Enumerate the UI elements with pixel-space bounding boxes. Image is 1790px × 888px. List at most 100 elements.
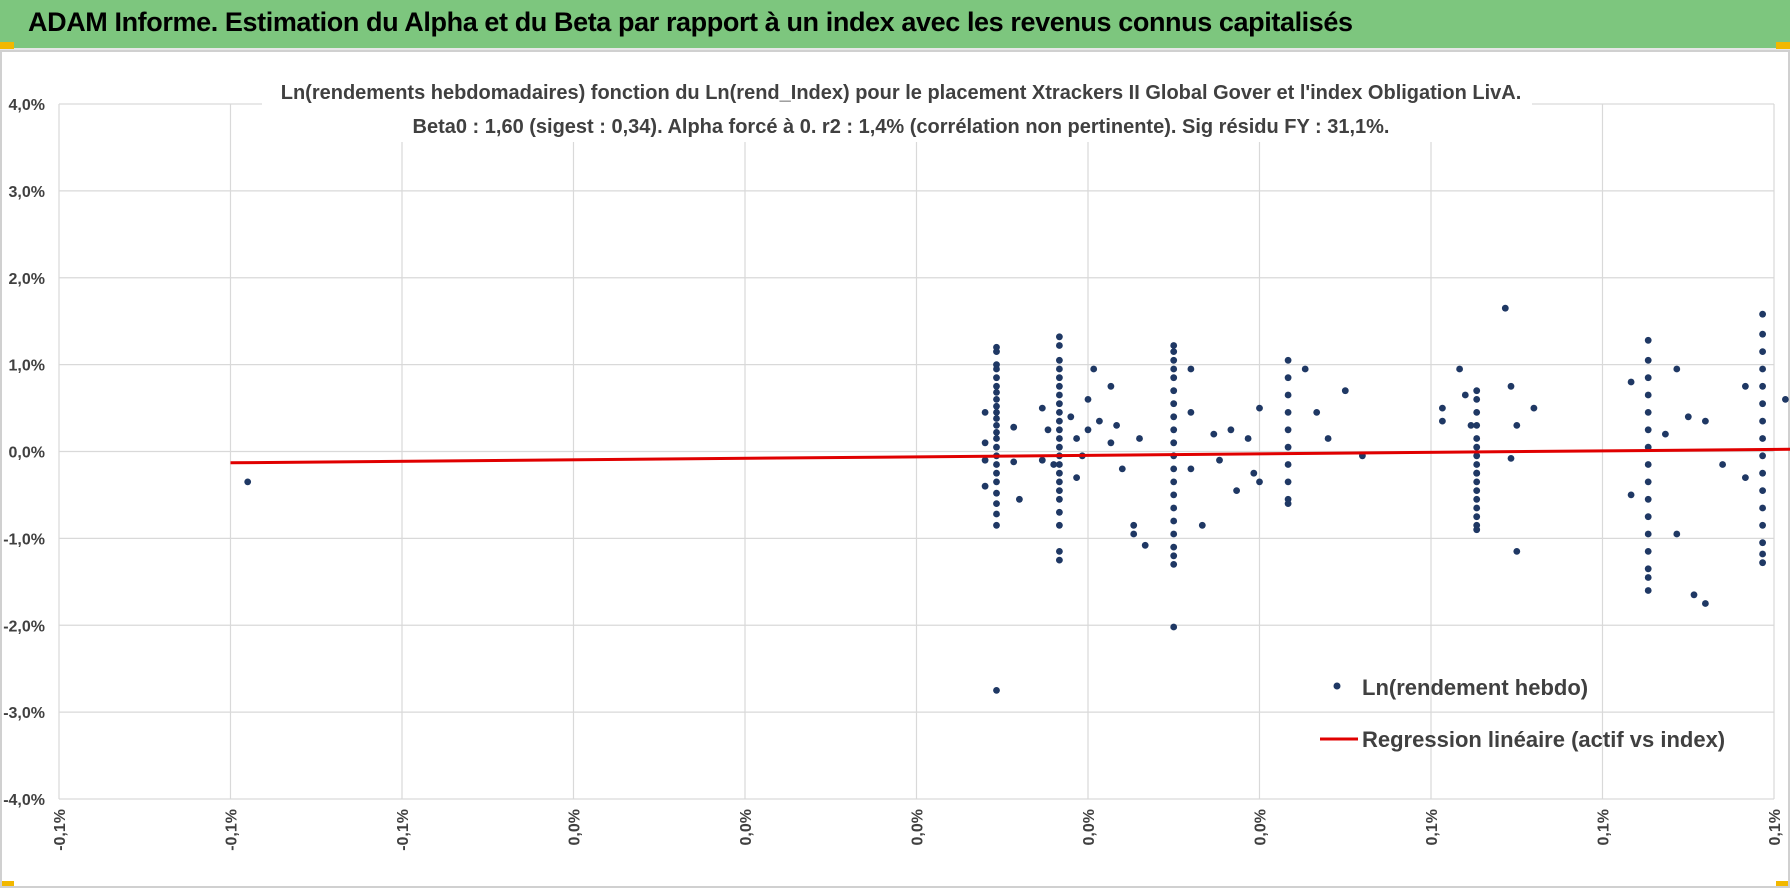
data-point	[1759, 559, 1766, 567]
data-point	[1284, 409, 1292, 416]
y-tick-label: 1,0%	[9, 358, 45, 375]
data-point	[1084, 426, 1092, 434]
data-point	[1170, 413, 1178, 421]
data-point	[1056, 417, 1063, 425]
data-point	[1056, 443, 1063, 451]
data-point	[1067, 413, 1075, 421]
data-point	[1170, 387, 1178, 395]
data-point	[1507, 455, 1515, 462]
corner-mark-top-right	[1776, 42, 1790, 49]
data-point	[1284, 500, 1292, 507]
data-point	[1056, 508, 1063, 516]
data-point	[993, 469, 1000, 477]
y-tick-label: -1,0%	[3, 531, 45, 548]
data-point	[1782, 396, 1789, 403]
data-point	[1216, 456, 1223, 464]
data-point	[1644, 574, 1652, 581]
regression-line-group	[230, 447, 1790, 465]
data-point	[1170, 491, 1178, 499]
data-point	[1056, 356, 1063, 364]
data-point	[1473, 487, 1481, 494]
data-point	[1473, 461, 1481, 468]
data-point	[1284, 426, 1292, 434]
data-point	[1233, 487, 1240, 494]
data-point	[1044, 426, 1052, 434]
data-point	[1056, 435, 1063, 442]
data-point	[1198, 521, 1206, 529]
data-point	[1107, 382, 1115, 390]
data-point	[1170, 543, 1178, 551]
data-point	[1056, 487, 1063, 494]
data-point	[1473, 443, 1481, 451]
data-point	[1644, 548, 1652, 555]
corner-mark-bottom-left	[0, 881, 14, 888]
data-point	[993, 435, 1000, 442]
data-point	[1056, 426, 1063, 434]
data-point	[1118, 465, 1126, 473]
data-point	[1473, 387, 1481, 395]
data-point	[1056, 391, 1063, 399]
x-tick-label: 0,0%	[910, 809, 927, 845]
data-point	[1227, 426, 1235, 434]
title-background	[262, 70, 1532, 142]
x-tick-label: 0,1%	[1596, 809, 1613, 845]
data-point	[1038, 456, 1046, 464]
data-point	[993, 409, 1000, 416]
data-point	[993, 687, 1000, 694]
data-point	[1056, 409, 1063, 416]
data-point	[1456, 365, 1463, 373]
data-point	[981, 409, 989, 416]
data-point	[1170, 400, 1178, 408]
data-point	[993, 422, 1000, 429]
data-points	[244, 304, 1789, 694]
data-point	[1644, 565, 1652, 573]
data-point	[1644, 426, 1652, 434]
data-point	[1284, 461, 1292, 468]
data-point	[1187, 465, 1195, 473]
data-point	[1170, 374, 1178, 382]
data-point	[1010, 423, 1018, 431]
x-tick-label: 0,0%	[567, 809, 584, 845]
data-point	[1056, 556, 1063, 564]
data-point	[1073, 435, 1080, 442]
data-point	[1473, 526, 1481, 534]
data-point	[1038, 404, 1046, 412]
data-point	[1702, 600, 1709, 607]
data-point	[993, 461, 1000, 468]
data-point	[1301, 365, 1309, 373]
data-point	[993, 415, 1000, 422]
data-point	[1170, 561, 1178, 568]
data-point	[1284, 478, 1292, 486]
data-point	[1759, 435, 1766, 442]
data-point	[1170, 478, 1178, 486]
x-tick-label: 0,0%	[738, 809, 755, 845]
data-point	[1644, 495, 1652, 503]
report-header: ADAM Informe. Estimation du Alpha et du …	[0, 0, 1790, 50]
data-point	[1010, 458, 1018, 466]
data-point	[1673, 530, 1681, 538]
data-point	[1673, 365, 1681, 373]
data-point	[1107, 439, 1115, 447]
data-point	[993, 374, 1000, 382]
data-point	[1170, 552, 1178, 560]
data-point	[1530, 404, 1538, 412]
y-tick-label: -3,0%	[3, 705, 45, 722]
data-point	[1473, 495, 1481, 503]
data-point	[1644, 587, 1652, 594]
data-point	[1056, 400, 1063, 408]
data-point	[1644, 530, 1652, 538]
data-point	[1759, 452, 1766, 460]
data-point	[1473, 513, 1481, 521]
data-point	[1136, 435, 1143, 442]
data-point	[1473, 409, 1481, 416]
data-point	[1759, 330, 1766, 338]
data-point	[1187, 409, 1195, 416]
data-point	[1096, 417, 1103, 425]
data-point	[1341, 387, 1349, 395]
data-point	[993, 389, 1000, 396]
data-point	[1473, 469, 1481, 477]
data-point	[1702, 417, 1709, 425]
data-point	[1141, 541, 1149, 549]
chart-title-line-2: Beta0 : 1,60 (sigest : 0,34). Alpha forc…	[413, 116, 1390, 138]
data-point	[1313, 409, 1321, 416]
